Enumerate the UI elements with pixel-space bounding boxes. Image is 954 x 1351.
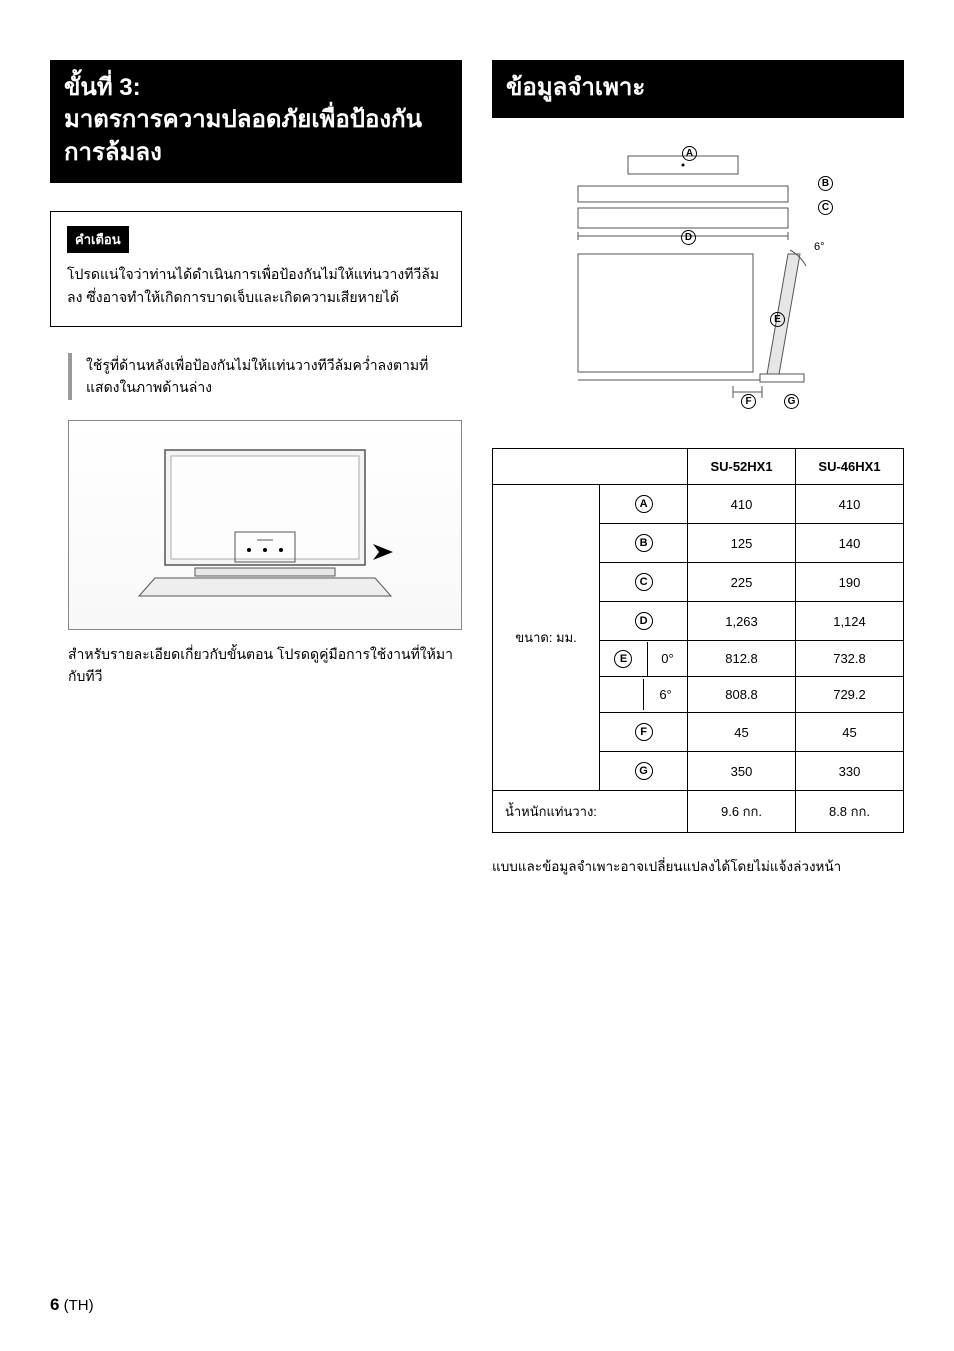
val-f-1: 45	[688, 713, 796, 752]
val-d-1: 1,263	[688, 602, 796, 641]
warning-label: คำเตือน	[67, 226, 129, 253]
val-c-2: 190	[796, 563, 904, 602]
val-w-2: 8.8 กก.	[796, 791, 904, 833]
weight-label: น้ำหนักแท่นวาง:	[493, 791, 688, 833]
sidebar-note: ใช้รูที่ด้านหลังเพื่อป้องกันไม่ให้แท่นวา…	[68, 353, 462, 400]
page-number: 6 (TH)	[50, 1295, 94, 1315]
val-g-1: 350	[688, 752, 796, 791]
warning-box: คำเตือน โปรดแน่ใจว่าท่านได้ดำเนินการเพื่…	[50, 211, 462, 327]
diagram-label-e: E	[770, 312, 785, 327]
marker-c: C	[635, 573, 653, 591]
marker-g: G	[635, 762, 653, 780]
warning-text: โปรดแน่ใจว่าท่านได้ดำเนินการเพื่อป้องกัน…	[67, 263, 445, 308]
marker-b: B	[635, 534, 653, 552]
val-c-1: 225	[688, 563, 796, 602]
page-num-value: 6	[50, 1295, 59, 1314]
val-f-2: 45	[796, 713, 904, 752]
left-section-header: ขั้นที่ 3: มาตรการความปลอดภัยเพื่อป้องกั…	[50, 60, 462, 183]
val-a-2: 410	[796, 485, 904, 524]
diagram-angle: 6°	[814, 241, 825, 253]
tv-dimension-icon	[538, 146, 858, 426]
val-b-1: 125	[688, 524, 796, 563]
diagram-label-d: D	[681, 230, 696, 245]
spec-table: SU-52HX1 SU-46HX1 ขนาด: มม. A 410 410 B …	[492, 448, 904, 833]
step-heading-line2: มาตรการความปลอดภัยเพื่อป้องกันการล้มลง	[64, 104, 448, 169]
right-section-header: ข้อมูลจำเพาะ	[492, 60, 904, 118]
val-e0-2: 732.8	[796, 641, 904, 677]
val-e6-1: 808.8	[688, 677, 796, 713]
val-b-2: 140	[796, 524, 904, 563]
model-1: SU-52HX1	[688, 449, 796, 485]
marker-a: A	[635, 495, 653, 513]
dim-label: ขนาด: มม.	[493, 485, 600, 791]
diagram-label-a: A	[682, 146, 697, 161]
diagram-label-c: C	[818, 200, 833, 215]
diagram-label-b: B	[818, 176, 833, 191]
step-heading-line1: ขั้นที่ 3:	[64, 72, 448, 104]
table-row: ขนาด: มม. A 410 410	[493, 485, 904, 524]
table-row: SU-52HX1 SU-46HX1	[493, 449, 904, 485]
tv-illustration	[68, 420, 462, 630]
diagram-label-f: F	[741, 394, 756, 409]
model-2: SU-46HX1	[796, 449, 904, 485]
val-g-2: 330	[796, 752, 904, 791]
marker-f: F	[635, 723, 653, 741]
table-row: น้ำหนักแท่นวาง: 9.6 กก. 8.8 กก.	[493, 791, 904, 833]
marker-e: E	[614, 650, 632, 668]
spec-heading: ข้อมูลจำเพาะ	[506, 72, 890, 104]
e-sub-6: 6°	[644, 679, 687, 710]
val-e6-2: 729.2	[796, 677, 904, 713]
spec-footnote: แบบและข้อมูลจำเพาะอาจเปลี่ยนแปลงได้โดยไม…	[492, 855, 904, 877]
val-w-1: 9.6 กก.	[688, 791, 796, 833]
spec-diagram: A B C D 6° E F G	[538, 146, 858, 426]
e-sub-0: 0°	[647, 642, 687, 676]
tv-back-icon	[135, 440, 395, 610]
val-d-2: 1,124	[796, 602, 904, 641]
marker-d: D	[635, 612, 653, 630]
note-text: ใช้รูที่ด้านหลังเพื่อป้องกันไม่ให้แท่นวา…	[86, 355, 452, 398]
val-e0-1: 812.8	[688, 641, 796, 677]
val-a-1: 410	[688, 485, 796, 524]
illustration-caption: สำหรับรายละเอียดเกี่ยวกับขั้นตอน โปรดดูค…	[68, 644, 462, 687]
page-num-suffix: (TH)	[64, 1297, 94, 1314]
diagram-label-g: G	[784, 394, 799, 409]
